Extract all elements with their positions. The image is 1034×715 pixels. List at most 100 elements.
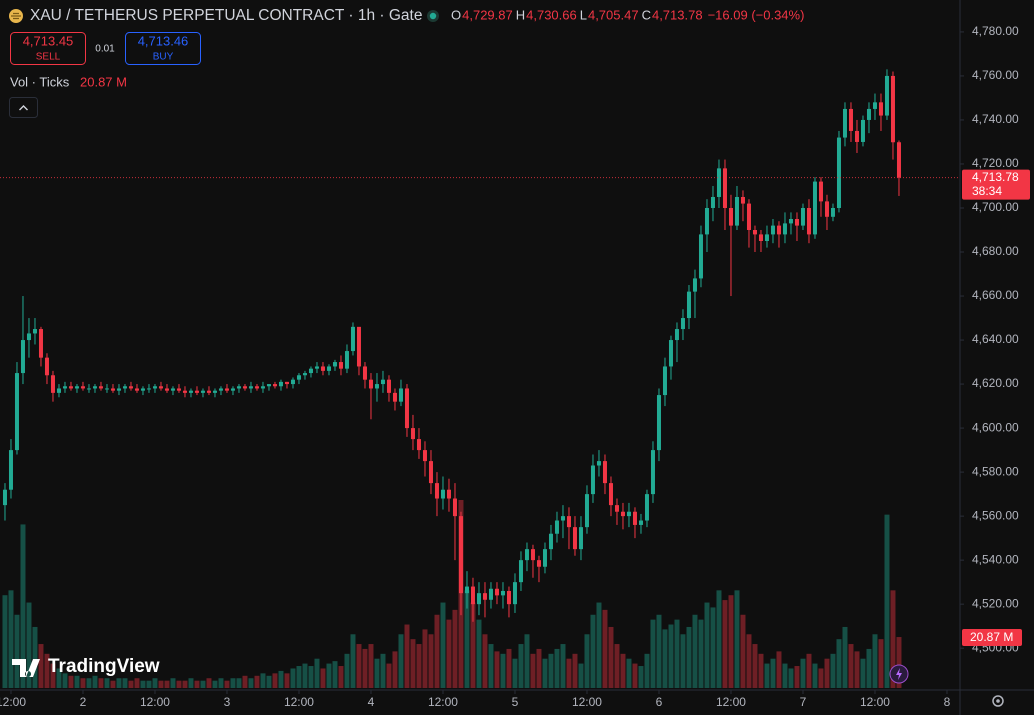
x-tick-label: 12:00 — [860, 695, 890, 709]
volume-bar — [182, 680, 188, 688]
volume-bar — [356, 644, 362, 688]
sell-button[interactable] — [10, 32, 86, 65]
candle-body — [824, 201, 829, 217]
volume-bar — [362, 648, 368, 688]
volume-bar — [794, 666, 800, 688]
candle-body — [356, 326, 361, 367]
candle-body — [56, 388, 61, 393]
candle-body — [380, 379, 385, 385]
candle-body — [656, 395, 661, 451]
volume-bar — [776, 651, 782, 688]
volume-bar — [746, 634, 752, 688]
volume-bar — [332, 661, 338, 688]
candle-body — [344, 351, 349, 369]
candle-body — [608, 483, 613, 506]
candle-body — [818, 181, 823, 202]
candle-body — [728, 207, 733, 226]
volume-bar — [518, 644, 524, 688]
symbol-title[interactable]: XAU / TETHERUS PERPETUAL CONTRACT · 1h ·… — [30, 7, 422, 24]
y-tick-label: 4,680.00 — [972, 244, 1019, 258]
volume-bar — [278, 670, 284, 688]
candle-body — [848, 108, 853, 131]
volume-bar — [716, 590, 722, 688]
candle-body — [578, 527, 583, 550]
volume-bar — [842, 626, 848, 688]
volume-bar — [428, 634, 434, 688]
volume-bar — [134, 678, 140, 688]
candle-body — [278, 381, 283, 387]
ohlc-key: C — [642, 7, 651, 22]
y-tick-label: 4,760.00 — [972, 68, 1019, 82]
volume-bar — [572, 653, 578, 688]
ohlc-value: 4,729.87 — [462, 7, 513, 22]
volume-bar — [896, 637, 902, 688]
candle-body — [110, 388, 115, 391]
ohlc-value: 4,713.78 — [652, 7, 703, 22]
candle-body — [20, 340, 25, 374]
candle-body — [788, 218, 793, 224]
candle-body — [716, 168, 721, 197]
x-tick-label: 2 — [80, 695, 87, 709]
volume-bar — [470, 602, 476, 688]
candle-body — [542, 549, 547, 567]
volume-bar — [614, 644, 620, 688]
settings-icon — [996, 699, 1000, 703]
volume-bar — [164, 680, 170, 688]
volume-title[interactable]: Vol · Ticks — [10, 74, 70, 89]
volume-bar — [260, 673, 266, 688]
candle-body — [704, 207, 709, 235]
candle-body — [68, 386, 73, 389]
volume-bar — [188, 678, 194, 688]
volume-bar — [80, 678, 86, 688]
volume-bar — [14, 614, 20, 688]
candle-body — [176, 388, 181, 391]
price-badge-label: 4,713.78 — [972, 170, 1019, 184]
volume-bar — [248, 678, 254, 688]
collapse-button[interactable] — [9, 97, 38, 118]
plot-area — [0, 69, 960, 688]
volume-bar — [374, 658, 380, 688]
volume-bar — [26, 602, 32, 688]
candle-body — [488, 588, 493, 600]
candle-body — [116, 388, 121, 391]
candle-body — [362, 366, 367, 380]
candle-body — [860, 119, 865, 142]
candle-body — [332, 362, 337, 367]
volume-bar — [224, 680, 230, 688]
volume-bar — [638, 666, 644, 688]
x-tick-label: 12:00 — [428, 695, 458, 709]
candle-body — [266, 384, 271, 387]
candle-body — [686, 291, 691, 319]
spread: 0.01 — [95, 44, 115, 55]
volume-bar — [578, 663, 584, 688]
y-tick-label: 4,720.00 — [972, 156, 1019, 170]
x-tick-label: 12:00 — [0, 695, 26, 709]
candle-body — [368, 379, 373, 389]
volume-value: 20.87 M — [80, 74, 127, 89]
alert-icon — [896, 668, 902, 680]
candle-body — [680, 318, 685, 330]
settings-button[interactable] — [992, 695, 1004, 707]
buy-button[interactable] — [125, 32, 201, 65]
candle-body — [410, 428, 415, 440]
candle-body — [734, 196, 739, 226]
candle-body — [164, 388, 169, 391]
ohlc-value: 4,730.66 — [526, 7, 577, 22]
candle-body — [854, 130, 859, 142]
candle-body — [584, 494, 589, 528]
volume-bar — [542, 658, 548, 688]
y-tick-label: 4,660.00 — [972, 288, 1019, 302]
volume-bar — [128, 680, 134, 688]
volume-bar — [812, 663, 818, 688]
y-tick-label: 4,540.00 — [972, 552, 1019, 566]
volume-bar — [476, 619, 482, 688]
volume-bar — [824, 658, 830, 688]
volume-bar — [350, 634, 356, 688]
volume-bar — [632, 663, 638, 688]
candle-body — [746, 203, 751, 230]
volume-bar — [500, 653, 506, 688]
candle-body — [884, 75, 889, 116]
logo-text[interactable]: TradingView — [48, 656, 160, 677]
